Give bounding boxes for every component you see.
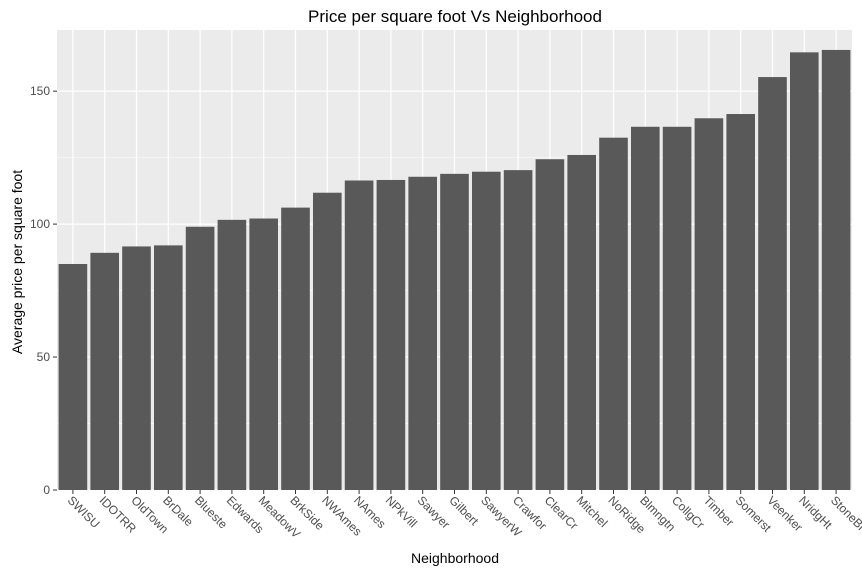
bar-somerst (726, 114, 756, 490)
y-tick-label: 50 (37, 350, 51, 364)
bar-nwames (312, 192, 342, 490)
chart-title: Price per square foot Vs Neighborhood (308, 7, 602, 26)
bar-nridght (789, 52, 819, 490)
y-tick-label: 0 (43, 483, 50, 497)
x-tick-label: StoneBr (828, 493, 862, 534)
x-tick-label: ClearCr (542, 493, 581, 532)
x-tick-label: Sawyer (415, 493, 453, 531)
bar-idotrr (90, 252, 120, 490)
bar-brkside (281, 207, 310, 490)
x-axis-title: Neighborhood (411, 550, 499, 566)
bar-brdale (153, 245, 183, 490)
bar-sawyerw (471, 171, 501, 491)
bar-collgcr (662, 126, 692, 490)
bar-crawfor (503, 170, 533, 490)
bar-meadowv (249, 218, 279, 490)
x-tick-label: Mitchel (574, 493, 611, 530)
bar-timber (694, 118, 724, 490)
bar-npkvill (376, 179, 406, 490)
y-tick-label: 150 (30, 84, 50, 98)
bar-blueste (185, 226, 215, 490)
bar-swisu (58, 263, 88, 490)
bar-sawyer (408, 176, 438, 490)
bar-clearcr (535, 159, 565, 490)
bar-noridge (599, 137, 628, 490)
x-tick-label: Timber (701, 493, 737, 529)
bar-blmngtn (630, 126, 660, 490)
bar-veenker (758, 77, 787, 490)
bar-edwards (217, 219, 247, 490)
y-tick-label: 100 (30, 217, 50, 231)
bar-oldtown (122, 246, 151, 490)
bar-stonebr (821, 49, 851, 490)
x-tick-label: NPkVill (383, 493, 420, 530)
x-tick-label: Gilbert (446, 493, 481, 528)
bar-names (344, 180, 374, 490)
y-axis-title: Average price per square foot (9, 170, 25, 354)
x-tick-label: SWISU (65, 493, 103, 531)
bar-gilbert (440, 173, 469, 490)
x-tick-label: Blueste (192, 493, 230, 531)
bar-mitchel (567, 154, 597, 490)
